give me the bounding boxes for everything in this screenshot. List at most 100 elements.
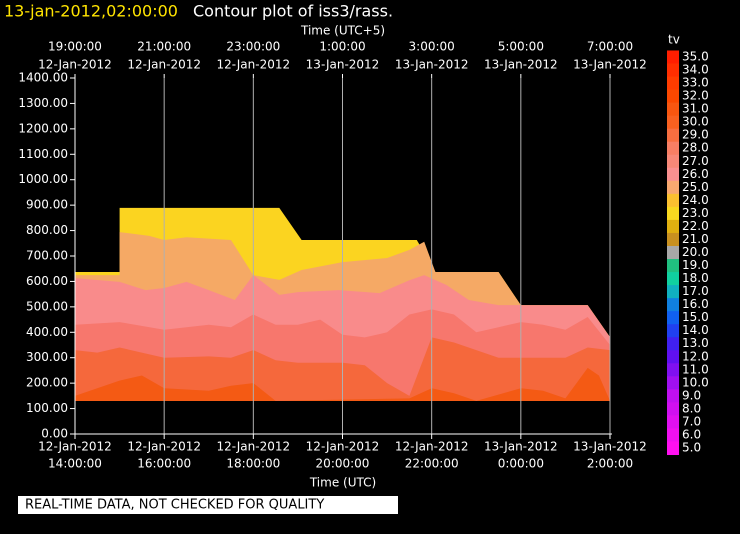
colorbar-cell [667,311,679,325]
x2-tick-label: 21:00:00 [137,40,191,54]
x2-tick-label: 13-Jan-2012 [306,58,380,72]
colorbar-label: 15.0 [682,310,709,324]
y-tick-label: 1000.00 [18,172,68,186]
colorbar-cell [667,389,679,403]
x2-axis-title: Time (UTC+5) [300,24,385,38]
x-tick-label: 18:00:00 [226,457,280,471]
colorbar-cell [667,298,679,312]
colorbar-label: 33.0 [682,76,709,90]
colorbar-label: 7.0 [682,414,701,428]
colorbar-cell [667,272,679,286]
y-tick-label: 300.00 [26,350,68,364]
y-tick-label: 700.00 [26,249,68,263]
colorbar-cell [667,337,679,351]
colorbar-label: 34.0 [682,63,709,77]
colorbar-label: 28.0 [682,141,709,155]
chart-title: Contour plot of iss3/rass. [193,2,393,21]
x2-tick-label: 12-Jan-2012 [127,58,201,72]
x-tick-label: 12-Jan-2012 [127,440,201,454]
x2-tick-label: 7:00:00 [587,40,633,54]
y-tick-label: 1100.00 [18,147,68,161]
colorbar-cell [667,350,679,364]
colorbar-label: 11.0 [682,362,709,376]
colorbar-label: 26.0 [682,167,709,181]
x2-tick-label: 5:00:00 [498,40,544,54]
colorbar-label: 27.0 [682,154,709,168]
colorbar-cell [667,232,679,247]
y-tick-label: 600.00 [26,274,68,288]
colorbar-cell [667,428,679,442]
colorbar-label: 24.0 [682,193,709,207]
x2-tick-label: 13-Jan-2012 [573,58,647,72]
y-tick-label: 900.00 [26,198,68,212]
x2-tick-label: 13-Jan-2012 [395,58,469,72]
colorbar-cell [667,219,679,234]
colorbar-cell [667,245,679,260]
colorbar-label: 31.0 [682,102,709,116]
colorbar-cell [667,441,679,456]
colorbar-cell [667,63,679,78]
colorbar-label: 19.0 [682,258,709,272]
x-tick-label: 22:00:00 [405,457,459,471]
colorbar-cell [667,402,679,416]
colorbar-cell [667,50,679,65]
y-tick-label: 0.00 [41,427,68,441]
contour-band [75,367,610,401]
colorbar-label: 35.0 [682,50,709,64]
x2-tick-label: 1:00:00 [319,40,365,54]
colorbar-label: 5.0 [682,441,701,455]
colorbar-label: 12.0 [682,349,709,363]
x2-tick-label: 23:00:00 [226,40,280,54]
x2-tick-label: 19:00:00 [48,40,102,54]
colorbar-cell [667,141,679,156]
x-tick-label: 0:00:00 [498,457,544,471]
colorbar-label: 18.0 [682,271,709,285]
colorbar-label: 20.0 [682,245,709,259]
y-tick-label: 1400.00 [18,71,68,85]
colorbar-label: 22.0 [682,219,709,233]
colorbar-label: 29.0 [682,128,709,142]
y-tick-label: 100.00 [26,401,68,415]
x-tick-label: 20:00:00 [316,457,370,471]
colorbar-label: 14.0 [682,323,709,337]
colorbar-cell [667,324,679,338]
colorbar-cell [667,180,679,195]
colorbar-label: 21.0 [682,232,709,246]
x2-tick-label: 3:00:00 [409,40,455,54]
x-tick-label: 12-Jan-2012 [217,440,291,454]
note-box [18,496,398,514]
y-tick-label: 500.00 [26,299,68,313]
x-tick-label: 2:00:00 [587,457,633,471]
colorbar-label: 8.0 [682,401,701,415]
x-tick-label: 12-Jan-2012 [38,440,112,454]
colorbar-label: 13.0 [682,336,709,350]
x-tick-label: 12-Jan-2012 [395,440,469,454]
colorbar-cell [667,376,679,390]
x2-tick-label: 12-Jan-2012 [217,58,291,72]
x-tick-label: 16:00:00 [137,457,191,471]
colorbar-label: 25.0 [682,180,709,194]
colorbar-cell [667,89,679,104]
colorbar-label: 10.0 [682,375,709,389]
y-tick-label: 1200.00 [18,121,68,135]
colorbar-cell [667,259,679,273]
x-tick-label: 13-Jan-2012 [573,440,647,454]
y-tick-label: 800.00 [26,223,68,237]
x-tick-label: 12-Jan-2012 [306,440,380,454]
colorbar-cell [667,154,679,169]
colorbar-cell [667,76,679,91]
colorbar-cell [667,115,679,130]
y-tick-label: 400.00 [26,325,68,339]
colorbar-cell [667,415,679,429]
colorbar-cell [667,128,679,143]
colorbar-cell [667,193,679,208]
y-tick-label: 200.00 [26,376,68,390]
colorbar-cell [667,102,679,117]
colorbar-title: tv [668,33,680,47]
colorbar-label: 17.0 [682,284,709,298]
colorbar-cell [667,285,679,299]
x-tick-label: 14:00:00 [48,457,102,471]
colorbar-label: 9.0 [682,388,701,402]
